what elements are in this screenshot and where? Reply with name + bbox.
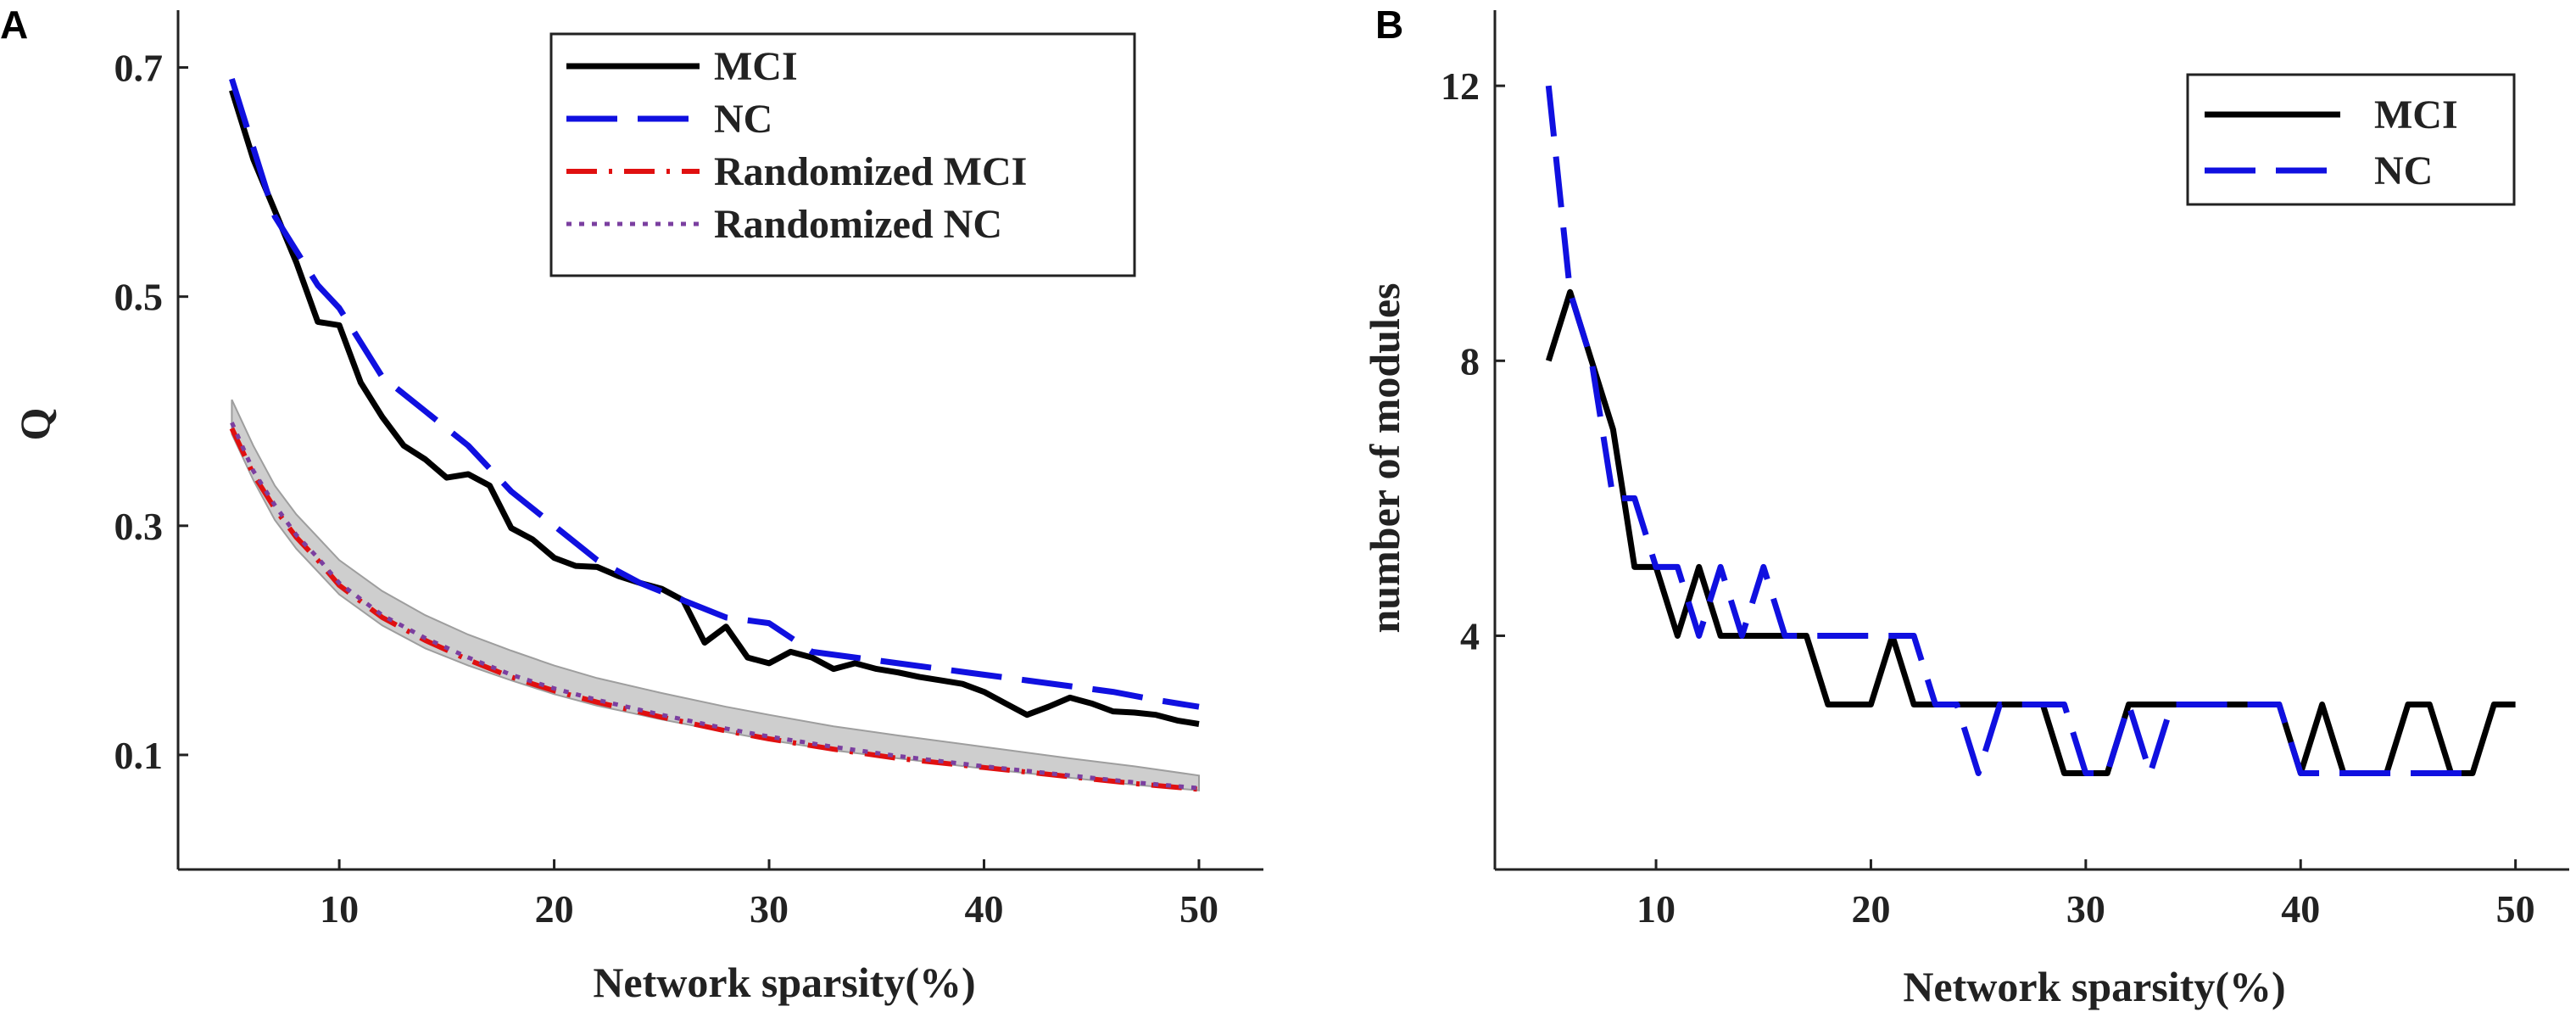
plot-a: 10 20 30 40 50 0.1 0.3 0.5 0.7 Network sparsity(… [11, 10, 1263, 1006]
x-axis-label-b: Network sparsity(%) [1903, 963, 2285, 1010]
panel-b-legend-label-nc: NC [2374, 148, 2433, 193]
panel-b-x-tick-label-40: 40 [2281, 887, 2320, 931]
panel-b-x-tick-label-50: 50 [2496, 887, 2535, 931]
legend-box-a [549, 32, 1136, 277]
panel-b-series-mci [1545, 288, 2516, 776]
random-band [231, 399, 1200, 791]
plot-b: 10 20 30 40 50 4 8 12 Network sparsity(%) numbe… [1361, 10, 2569, 1010]
panel-b-x-tick-label-30: 30 [2066, 887, 2105, 931]
panel-a-x-tick-label-40: 40 [964, 887, 1003, 931]
panel-a-series-randomized-nc [230, 422, 1200, 791]
legend-a: MCI NC Randomized MCI Randomized NC [549, 32, 1136, 277]
panel-a-series-nc [229, 77, 1200, 710]
panel-a-y-tick-label-1: 0.3 [114, 505, 164, 548]
panel-a-legend-label-nc: NC [714, 97, 772, 142]
panel-b-y-tick-label-0: 4 [1460, 614, 1480, 657]
y-axis-label-b: number of modules [1361, 282, 1408, 633]
panel-a-x-tick-label-30: 30 [750, 887, 789, 931]
legend-box-b [2186, 73, 2516, 206]
panel-a-series-mci [229, 89, 1200, 727]
panel-a-confidence-band [231, 399, 1200, 791]
panel-a-x-tick-label-10: 10 [320, 887, 359, 931]
panel-a-legend-label-randomized-mci: Randomized MCI [714, 149, 1027, 194]
panel-a-y-tick-label-3: 0.7 [114, 47, 164, 90]
panel-a-x-tick-label-20: 20 [535, 887, 574, 931]
panel-b-y-tick-label-2: 12 [1441, 64, 1480, 108]
panel-a-x-tick-label-50: 50 [1179, 887, 1218, 931]
x-axis-label-a: Network sparsity(%) [593, 959, 975, 1006]
ticks-b: 10 20 30 40 50 4 8 12 [1441, 64, 2535, 931]
panel-a-legend-label-randomized-nc: Randomized NC [714, 202, 1002, 247]
panel-b-y-tick-label-1: 8 [1460, 339, 1480, 383]
panel-a-y-tick-label-2: 0.5 [114, 276, 164, 319]
panel-b-x-tick-label-20: 20 [1851, 887, 1890, 931]
panel-a-y-tick-label-0: 0.1 [114, 734, 164, 777]
y-axis-label-a: Q [11, 408, 59, 441]
series-group-b [1545, 85, 2516, 776]
panel-label-a: A [0, 3, 28, 47]
ticks-a: 10 20 30 40 50 0.1 0.3 0.5 0.7 [114, 47, 1218, 931]
panel-a-legend-label-mci: MCI [714, 44, 798, 89]
panel-b-x-tick-label-10: 10 [1636, 887, 1676, 931]
series-group-a [229, 77, 1200, 792]
panel-b-legend-label-mci: MCI [2374, 92, 2458, 137]
panel-label-b: B [1375, 3, 1403, 47]
legend-b: MCI NC [2186, 73, 2516, 206]
panel-b-series-nc [1545, 85, 2473, 776]
